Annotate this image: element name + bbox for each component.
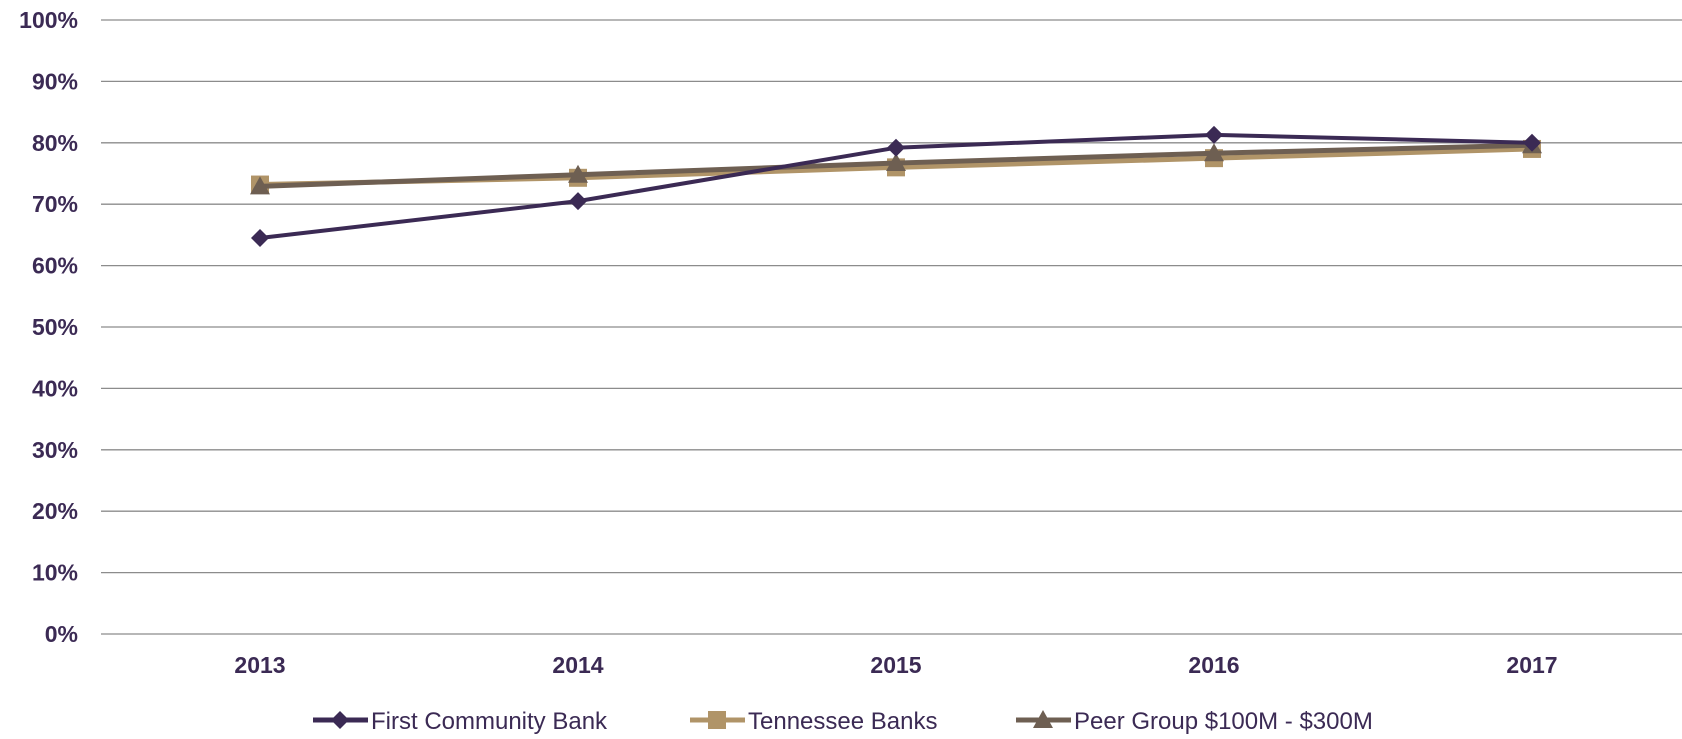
legend-item: Tennessee Banks bbox=[690, 708, 937, 735]
x-axis-tick-labels: 2013 2014 2015 2016 2017 bbox=[234, 652, 1557, 678]
data-point bbox=[886, 153, 906, 172]
y-axis-tick-labels: 0% 10% 20% 30% 40% 50% 60% 70% 80% 90% 100% bbox=[19, 7, 78, 647]
series-first-community-bank bbox=[251, 125, 1541, 247]
x-tick-label: 2016 bbox=[1188, 652, 1239, 678]
legend-label: Peer Group $100M - $300M bbox=[1074, 708, 1373, 734]
legend-swatch-marker bbox=[331, 711, 349, 729]
y-tick-label: 10% bbox=[32, 560, 78, 586]
gridlines bbox=[101, 19, 1682, 635]
data-point bbox=[569, 192, 587, 211]
data-point bbox=[251, 228, 269, 247]
legend-item: Peer Group $100M - $300M bbox=[1016, 708, 1373, 735]
x-tick-label: 2013 bbox=[234, 652, 285, 678]
y-tick-label: 100% bbox=[19, 7, 78, 33]
data-point bbox=[250, 176, 270, 195]
data-point bbox=[1204, 143, 1224, 162]
x-tick-label: 2014 bbox=[552, 652, 603, 678]
y-tick-label: 40% bbox=[32, 375, 78, 401]
legend-label: Tennessee Banks bbox=[748, 708, 937, 734]
y-tick-label: 90% bbox=[32, 68, 78, 94]
series-peer-group-100m-300m bbox=[250, 135, 1542, 195]
legend-swatch-marker bbox=[1033, 710, 1053, 728]
x-tick-label: 2015 bbox=[870, 652, 921, 678]
legend-swatch-marker bbox=[708, 711, 726, 729]
y-tick-label: 20% bbox=[32, 498, 78, 524]
series-lines bbox=[250, 125, 1542, 247]
data-point bbox=[1523, 133, 1541, 152]
y-tick-label: 60% bbox=[32, 253, 78, 279]
legend: First Community Bank Tennessee Banks Peer … bbox=[313, 708, 1373, 735]
x-tick-label: 2017 bbox=[1506, 652, 1557, 678]
data-point bbox=[1205, 125, 1223, 144]
y-tick-label: 0% bbox=[45, 621, 78, 647]
legend-label: First Community Bank bbox=[371, 708, 608, 734]
y-tick-label: 50% bbox=[32, 314, 78, 340]
legend-item: First Community Bank bbox=[313, 708, 608, 735]
y-tick-label: 70% bbox=[32, 191, 78, 217]
y-tick-label: 80% bbox=[32, 130, 78, 156]
y-tick-label: 30% bbox=[32, 437, 78, 463]
data-point bbox=[887, 138, 905, 157]
data-point bbox=[568, 164, 588, 183]
